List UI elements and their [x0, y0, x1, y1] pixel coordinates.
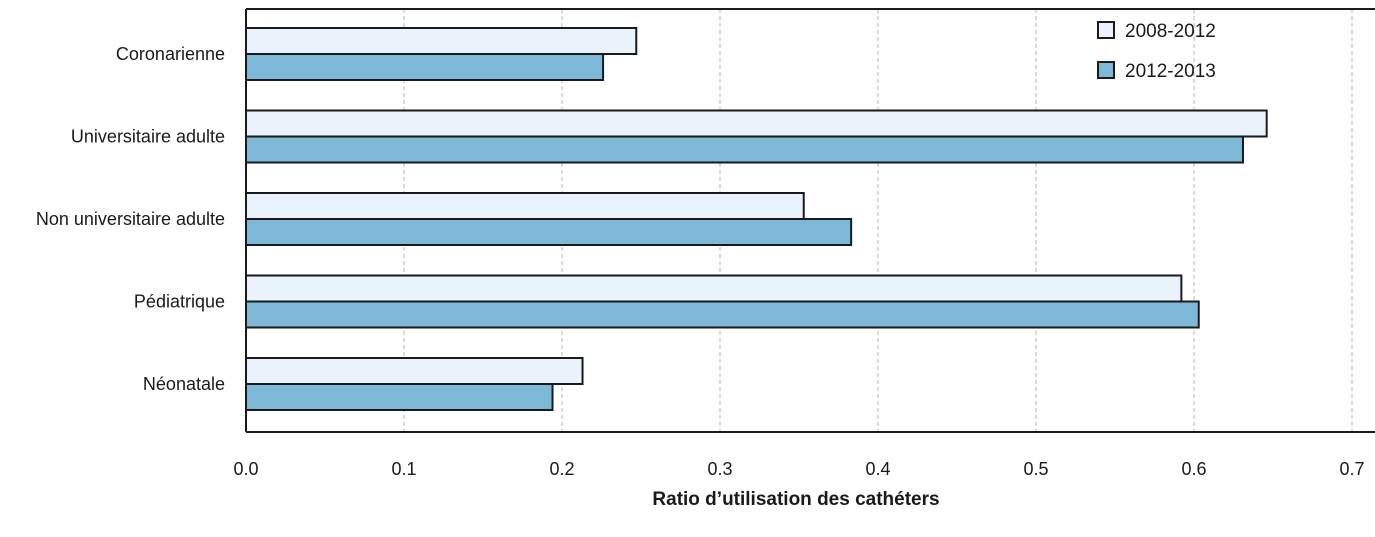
bar: [245, 274, 1183, 303]
category-label: Néonatale: [143, 374, 225, 394]
x-tick-label: 0.3: [707, 459, 732, 479]
x-tick-labels: 0.0 0.1 0.2 0.3 0.4 0.5 0.6 0.7: [233, 459, 1364, 479]
x-tick-label: 0.6: [1181, 459, 1206, 479]
x-tick-label: 0.5: [1023, 459, 1048, 479]
legend-swatch: [1097, 61, 1115, 79]
bar: [245, 27, 638, 55]
x-tick-label: 0.2: [549, 459, 574, 479]
bar: [245, 383, 554, 411]
category-labels: Coronarienne Universitaire adulte Non univ…: [36, 44, 225, 394]
category-label: Universitaire adulte: [71, 127, 225, 147]
bar: [245, 53, 605, 81]
bar: [245, 135, 1244, 164]
legend-swatch: [1097, 21, 1115, 39]
bar: [245, 357, 584, 385]
bar: [245, 300, 1200, 329]
x-tick-label: 0.4: [865, 459, 890, 479]
bars: [245, 27, 1268, 411]
bar: [245, 109, 1268, 138]
x-tick-label: 0.1: [391, 459, 416, 479]
legend: 2008-2012 2012-2013: [1097, 21, 1216, 82]
x-tick-label: 0.7: [1339, 459, 1364, 479]
x-tick-label: 0.0: [233, 459, 258, 479]
category-label: Non universitaire adulte: [36, 209, 225, 229]
axes: [245, 8, 1375, 433]
bar: [245, 218, 853, 246]
category-label: Pédiatrique: [134, 292, 225, 312]
bar: [245, 192, 805, 220]
legend-label: 2008-2012: [1125, 21, 1216, 42]
x-axis-title: Ratio d’utilisation des cathéters: [652, 489, 939, 510]
category-label: Coronarienne: [116, 44, 225, 64]
legend-label: 2012-2013: [1125, 61, 1216, 82]
